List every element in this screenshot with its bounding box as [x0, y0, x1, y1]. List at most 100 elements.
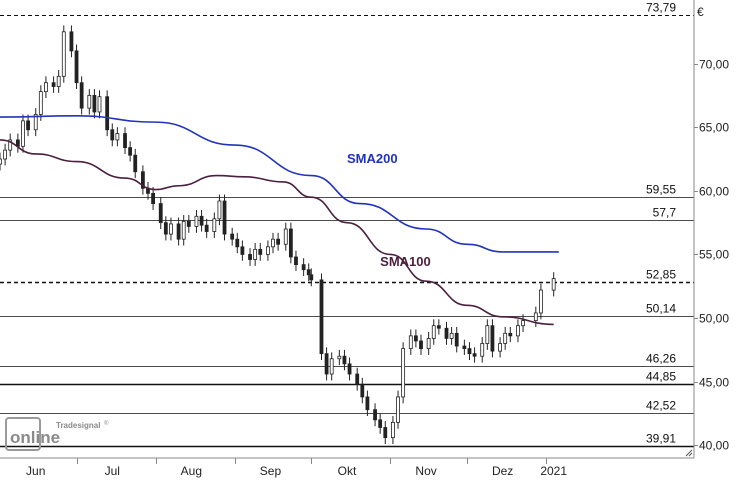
- candle-body-51: [301, 264, 306, 271]
- resize-grip-icon[interactable]: [685, 449, 693, 457]
- candle-body-77: [454, 332, 459, 347]
- series-line-sma200: [0, 114, 559, 253]
- candle-body-10: [56, 75, 61, 87]
- candle-body-15: [87, 95, 92, 109]
- candle-body-66: [391, 421, 395, 439]
- candle-body-64: [378, 419, 383, 428]
- candle-body-45: [266, 246, 270, 255]
- y-tick-label-2: 50,00: [699, 312, 729, 326]
- level-label-3: 52,85: [646, 268, 676, 282]
- logo-registered-mark: ®: [104, 420, 109, 427]
- candle-body-86: [508, 332, 513, 337]
- moving-averages: SMA200 SMA100: [0, 114, 559, 326]
- candle-body-13: [74, 50, 79, 84]
- candle-body-0: [0, 158, 2, 165]
- candle-body-40: [235, 238, 240, 248]
- candle-body-83: [490, 325, 495, 352]
- tradesignal-logo: online Tradesignal ®: [5, 417, 109, 451]
- candle-body-23: [133, 154, 138, 173]
- candle-body-67: [396, 396, 400, 423]
- candle-body-18: [105, 96, 110, 131]
- candle-body-58: [342, 355, 347, 365]
- candle-body-16: [92, 95, 97, 113]
- candle-body-47: [276, 238, 281, 245]
- candle-body-63: [373, 409, 377, 421]
- price-candles: [0, 25, 556, 445]
- candle-body-75: [444, 327, 449, 339]
- candle-body-39: [230, 233, 235, 240]
- price-levels: [0, 15, 694, 448]
- candle-body-36: [212, 218, 217, 232]
- candle-body-32: [186, 220, 191, 227]
- candle-body-84: [498, 343, 502, 352]
- level-labels: 73,79 59,55 57,7 52,85 50,14 46,26 44,85 42,52 3…: [646, 1, 676, 446]
- month-separators: [77, 458, 547, 464]
- candle-body-55: [324, 353, 329, 375]
- candle-body-9: [51, 82, 56, 87]
- candle-body-60: [355, 373, 360, 385]
- candle-body-42: [248, 254, 252, 260]
- series-line-sma100: [0, 139, 554, 326]
- candle-body-14: [79, 82, 84, 109]
- y-tick-label-4: 60,00: [699, 185, 729, 199]
- candle-body-33: [194, 215, 199, 227]
- candle-body-68: [401, 348, 406, 398]
- candle-body-29: [169, 223, 173, 235]
- logo-product-text: online: [10, 428, 60, 447]
- y-axis-ticks: 40,00 45,00 50,00 55,00 60,00 65,00 70,00: [694, 58, 729, 453]
- candle-body-7: [38, 91, 43, 115]
- x-tick-label-3: Sep: [260, 464, 282, 478]
- candle-body-37: [217, 200, 222, 220]
- candle-body-24: [140, 171, 145, 189]
- candle-body-90: [539, 289, 543, 314]
- series-label-sma100: SMA100: [380, 254, 431, 269]
- candle-body-49: [288, 228, 293, 258]
- candle-body-11: [61, 31, 66, 77]
- candle-body-69: [408, 335, 413, 349]
- candle-body-85: [503, 332, 508, 344]
- candle-body-82: [485, 325, 490, 344]
- level-label-8: 39,91: [646, 432, 676, 446]
- candle-body-19: [110, 129, 115, 141]
- candle-body-76: [449, 332, 454, 339]
- y-tick-label-3: 55,00: [699, 248, 729, 262]
- candle-body-59: [347, 363, 352, 375]
- y-tick-label-6: 70,00: [699, 58, 729, 72]
- candle-body-35: [204, 224, 209, 232]
- candle-body-88: [521, 320, 525, 327]
- x-tick-label-0: Jun: [26, 464, 45, 478]
- candle-body-62: [365, 396, 370, 411]
- logo-brand-text: Tradesignal: [56, 421, 100, 430]
- level-label-2: 57,7: [653, 206, 677, 220]
- candle-body-72: [426, 338, 431, 349]
- axes: €: [0, 0, 704, 459]
- candle-body-89: [533, 312, 538, 322]
- candle-body-43: [253, 248, 258, 260]
- candle-body-12: [69, 31, 74, 52]
- x-tick-label-6: Dez: [492, 464, 513, 478]
- level-label-4: 50,14: [646, 302, 676, 316]
- candle-body-52: [306, 269, 311, 276]
- level-label-6: 44,85: [646, 370, 676, 384]
- candle-body-1: [3, 149, 8, 160]
- candle-body-81: [480, 343, 485, 357]
- x-axis-ticks: Jun Jul Aug Sep Okt Nov Dez 2021: [26, 464, 567, 478]
- candle-body-79: [467, 348, 472, 355]
- candle-body-17: [97, 96, 102, 113]
- candle-body-65: [383, 427, 388, 439]
- candle-body-34: [199, 215, 204, 226]
- candle-body-41: [240, 246, 245, 255]
- candle-body-38: [222, 200, 227, 235]
- level-label-7: 42,52: [646, 399, 676, 413]
- candle-body-87: [516, 325, 520, 337]
- candle-body-48: [283, 228, 288, 245]
- candle-body-61: [360, 383, 365, 398]
- candle-body-5: [26, 120, 30, 131]
- x-tick-label-1: Jul: [105, 464, 120, 478]
- candle-body-44: [258, 248, 263, 255]
- y-tick-label-1: 45,00: [699, 376, 729, 390]
- candle-body-70: [413, 335, 418, 342]
- candle-body-78: [462, 345, 467, 349]
